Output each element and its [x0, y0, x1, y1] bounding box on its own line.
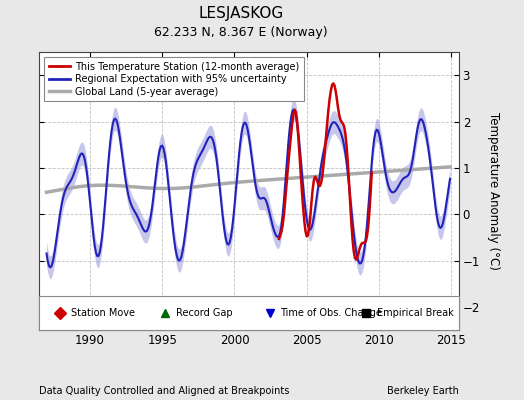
Text: LESJASKOG: LESJASKOG: [199, 6, 283, 21]
Text: Station Move: Station Move: [71, 308, 135, 318]
Legend: This Temperature Station (12-month average), Regional Expectation with 95% uncer: This Temperature Station (12-month avera…: [44, 57, 304, 102]
Text: 62.233 N, 8.367 E (Norway): 62.233 N, 8.367 E (Norway): [154, 26, 328, 39]
Text: Berkeley Earth: Berkeley Earth: [387, 386, 458, 396]
Text: Time of Obs. Change: Time of Obs. Change: [280, 308, 382, 318]
Y-axis label: Temperature Anomaly (°C): Temperature Anomaly (°C): [487, 112, 500, 270]
Text: Record Gap: Record Gap: [176, 308, 232, 318]
Text: Empirical Break: Empirical Break: [377, 308, 453, 318]
Text: Data Quality Controlled and Aligned at Breakpoints: Data Quality Controlled and Aligned at B…: [39, 386, 290, 396]
